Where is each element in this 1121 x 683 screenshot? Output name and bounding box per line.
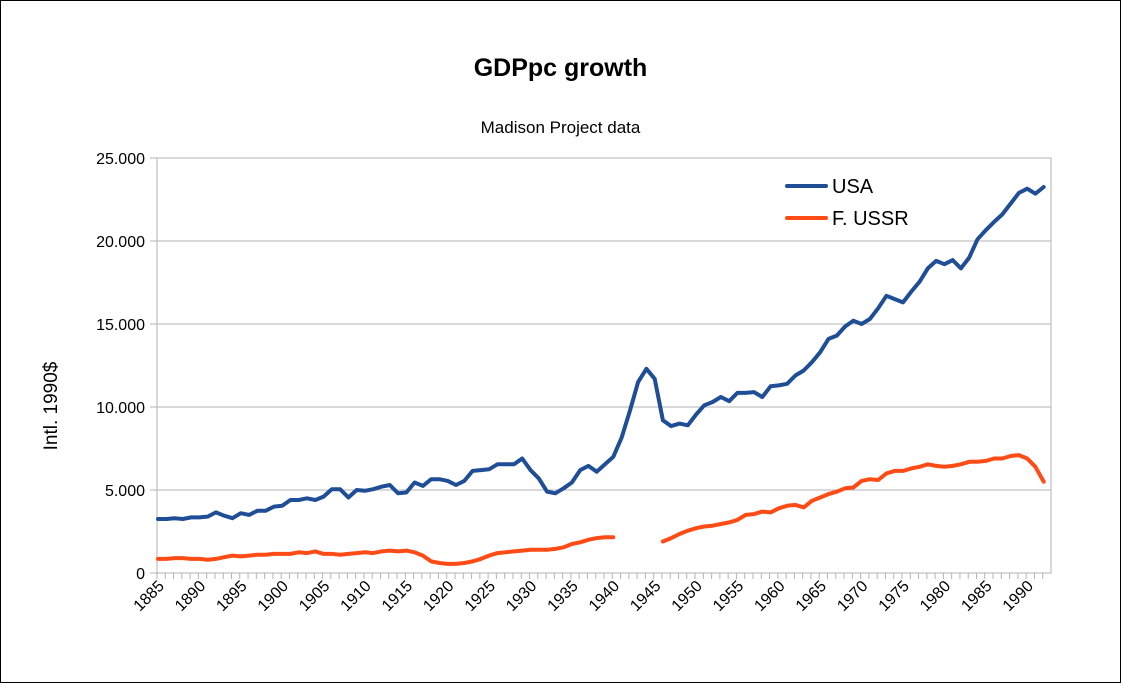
plot-area-border [156,157,1052,574]
x-tick-label: 1975 [876,578,913,615]
series-line-f-ussr [156,453,1046,566]
legend-label: USA [832,176,874,198]
x-tick-label: 1920 [420,578,457,615]
y-tick-label: 25.000 [96,151,145,168]
y-tick-label: 20.000 [96,234,145,251]
x-tick-label: 1900 [255,578,292,615]
x-tick-label: 1980 [917,578,954,615]
x-tick-label: 1990 [1000,578,1037,615]
x-tick-label: 1905 [296,578,333,615]
x-tick-label: 1930 [503,578,540,615]
x-tick-label: 1950 [669,578,706,615]
x-tick-label: 1935 [545,578,582,615]
x-tick-label: 1960 [751,578,788,615]
legend-label: F. USSR [832,208,909,230]
y-tick-label: 10.000 [96,400,145,417]
y-tick-label: 0 [136,566,145,583]
chart-title: GDPpc growth [473,54,648,82]
x-tick-label: 1965 [793,578,830,615]
x-tick-label: 1985 [958,578,995,615]
y-tick-label: 15.000 [96,317,145,334]
series-line-usa [156,185,1046,521]
x-tick-label: 1890 [172,578,209,615]
y-tick-label: 5.000 [105,483,145,500]
x-tick-label: 1970 [834,578,871,615]
x-tick-label: 1885 [131,578,168,615]
x-tick-label: 1945 [627,578,664,615]
x-tick-label: 1955 [710,578,747,615]
x-tick-label: 1940 [586,578,623,615]
x-tick-label: 1910 [338,578,375,615]
x-tick-label: 1925 [462,578,499,615]
chart-subtitle: Madison Project data [480,118,641,137]
x-tick-label: 1915 [379,578,416,615]
x-tick-label: 1895 [213,578,250,615]
